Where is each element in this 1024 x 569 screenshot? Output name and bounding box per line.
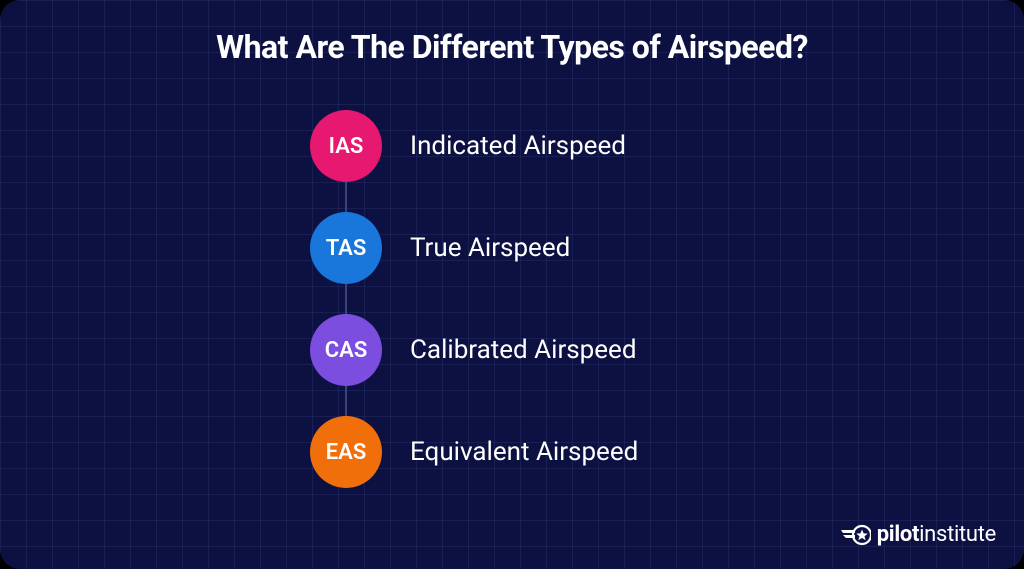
airspeed-label: Indicated Airspeed [410, 131, 626, 161]
airspeed-label: Calibrated Airspeed [410, 335, 637, 365]
page-title: What Are The Different Types of Airspeed… [0, 28, 1024, 66]
list-item: TAS True Airspeed [310, 212, 638, 284]
connector-line [345, 386, 347, 416]
wing-badge-icon [841, 524, 871, 546]
connector-line [345, 284, 347, 314]
brand-logo: pilotinstitute [841, 522, 996, 547]
brand-name: pilotinstitute [877, 522, 996, 547]
connector-line [345, 182, 347, 212]
abbr-circle-ias: IAS [310, 110, 382, 182]
list-item: EAS Equivalent Airspeed [310, 416, 638, 488]
abbr-circle-eas: EAS [310, 416, 382, 488]
airspeed-label: Equivalent Airspeed [410, 437, 638, 467]
abbr-circle-tas: TAS [310, 212, 382, 284]
abbr-circle-cas: CAS [310, 314, 382, 386]
infographic-card: What Are The Different Types of Airspeed… [0, 0, 1024, 569]
airspeed-list: IAS Indicated Airspeed TAS True Airspeed… [310, 110, 638, 488]
list-item: IAS Indicated Airspeed [310, 110, 638, 182]
airspeed-label: True Airspeed [410, 233, 570, 263]
list-item: CAS Calibrated Airspeed [310, 314, 638, 386]
